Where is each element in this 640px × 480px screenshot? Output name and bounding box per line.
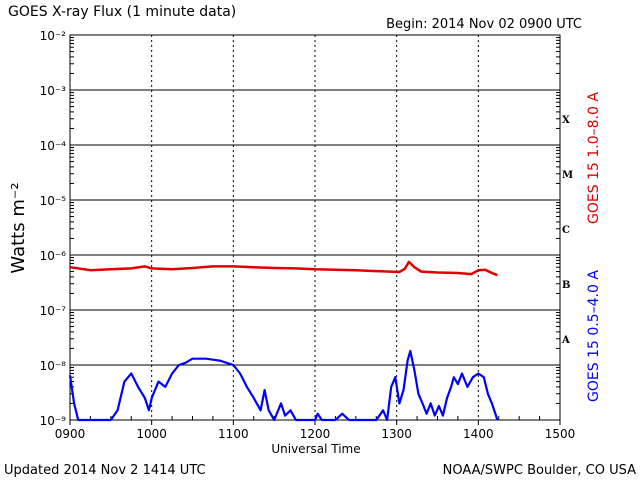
x-tick-label: 0900 [55, 427, 86, 441]
flare-class-label-x: X [562, 115, 570, 126]
y-tick-label: 10⁻⁴ [40, 139, 67, 153]
plot-frame [69, 34, 561, 421]
y-tick-label: 10⁻³ [40, 84, 67, 98]
x-tick-label: 1100 [218, 427, 249, 441]
chart-title: GOES X-ray Flux (1 minute data) [8, 4, 236, 20]
flare-class-label-c: C [562, 225, 570, 236]
source-label: NOAA/SWPC Boulder, CO USA [443, 463, 636, 478]
flare-class-label-b: B [562, 280, 570, 291]
y-axis-label: Watts m⁻² [8, 182, 29, 273]
y-tick-label: 10⁻⁸ [40, 359, 67, 373]
y-tick-label: 10⁻⁵ [40, 194, 67, 208]
x-tick-label: 1400 [463, 427, 494, 441]
updated-label: Updated 2014 Nov 2 1414 UTC [4, 463, 206, 478]
x-axis-label: Universal Time [271, 442, 360, 456]
y-tick-label: 10⁻² [40, 29, 67, 43]
flare-class-label-a: A [561, 335, 570, 346]
begin-time-label: Begin: 2014 Nov 02 0900 UTC [386, 17, 582, 32]
series-label-short: GOES 15 0.5–4.0 A [586, 270, 602, 402]
y-tick-label: 10⁻⁹ [40, 414, 67, 428]
y-tick-label: 10⁻⁶ [40, 249, 67, 263]
y-tick-label: 10⁻⁷ [40, 304, 67, 318]
x-tick-label: 1300 [381, 427, 412, 441]
flare-class-label-m: M [562, 170, 573, 181]
x-tick-label: 1500 [545, 427, 576, 441]
x-tick-label: 1000 [136, 427, 167, 441]
series-line-long [69, 260, 498, 277]
x-tick-label: 1200 [300, 427, 331, 441]
series-label-long: GOES 15 1.0–8.0 A [586, 92, 602, 224]
series-line-short [68, 349, 499, 422]
